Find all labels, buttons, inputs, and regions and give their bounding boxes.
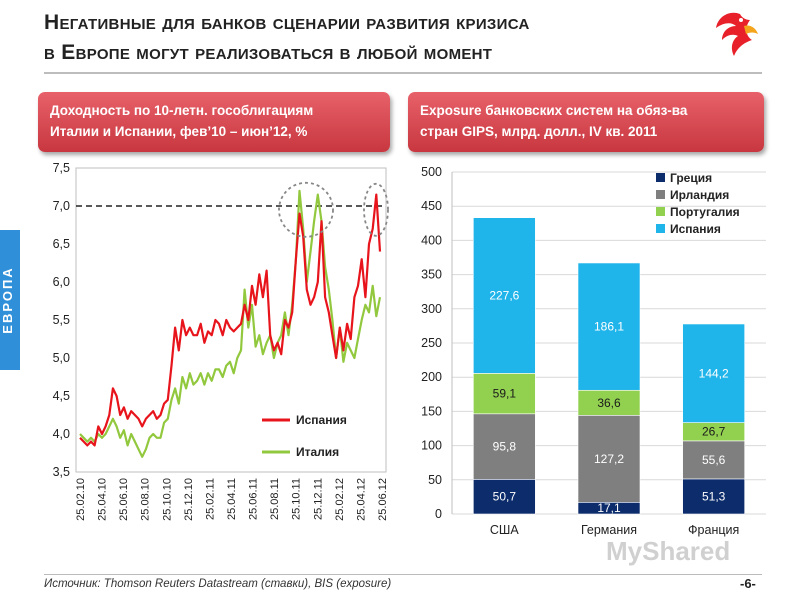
page-number: -6-: [740, 576, 756, 591]
x-tick-label: 25.04.10: [97, 478, 109, 521]
spain-yield-line: [79, 193, 382, 447]
line-plot-area: [75, 167, 387, 473]
highlight-circle-2: [363, 182, 389, 237]
legend-label: Испания: [296, 413, 347, 427]
x-tick-label: 25.04.11: [226, 478, 238, 520]
phoenix-logo-icon: [716, 12, 758, 56]
side-band: [0, 230, 20, 370]
bar-value-label: 55,6: [702, 453, 726, 467]
bond-yield-line-chart: 3,5 4,0 4,5 5,0 5,5 6,0 6,5 7,0 7,5 25.02.10 25.04…: [53, 161, 389, 521]
y-tick-label: 4,0: [53, 427, 70, 441]
legend-swatch: [656, 207, 665, 216]
y-tick-label: 50: [428, 473, 442, 487]
legend-label: Италия: [296, 445, 339, 459]
bar-value-label: 17,1: [597, 501, 621, 515]
legend-label: Испания: [670, 222, 721, 236]
title-divider: [44, 72, 762, 74]
left-chart-title-line-1: Доходность по 10-летн. гособлигациям: [50, 103, 314, 118]
y-tick-label: 450: [421, 199, 442, 213]
bar-segment: [682, 323, 745, 423]
right-chart-title-line-2: стран GIPS, млрд. долл., IV кв. 2011: [420, 124, 658, 139]
x-tick-label: 25.06.12: [377, 478, 389, 521]
x-tick-label: 25.02.10: [75, 478, 87, 521]
bar-segment: [473, 373, 536, 415]
y-tick-label: 0: [435, 507, 442, 521]
left-chart-title: Доходность по 10-летн. гособлигациям Ита…: [38, 92, 390, 152]
y-tick-label: 400: [421, 233, 442, 247]
bar-segment: [682, 440, 745, 480]
bar-value-label: 50,7: [493, 490, 517, 504]
bar-segment: [473, 479, 536, 515]
bar-segment: [682, 478, 745, 515]
highlight-circle-1: [278, 181, 334, 238]
left-chart-title-line-2: Италии и Испании, фев’10 – июн’12, %: [50, 124, 308, 139]
y-tick-label: 250: [421, 336, 442, 350]
bar-value-label: 51,3: [702, 489, 726, 503]
source-note: Источник: Thomson Reuters Datastream (ст…: [44, 578, 392, 590]
x-tick-label: 25.10.10: [161, 478, 173, 521]
x-tick-label: 25.08.11: [269, 478, 281, 520]
bar-segment: [473, 413, 536, 480]
y-tick-label: 4,5: [53, 389, 70, 403]
x-tick-label: 25.06.11: [248, 478, 260, 520]
x-tick-label: 25.02.11: [204, 478, 216, 520]
bar-segment: [577, 262, 641, 391]
y-tick-label: 7,5: [53, 161, 70, 175]
footer-divider: [44, 574, 762, 575]
bar-segment: [473, 217, 536, 374]
bar-value-label: 59,1: [493, 387, 517, 401]
title-line-2: в Европе могут реализоваться в любой мом…: [44, 41, 493, 64]
title-line-1: Негативные для банков сценарии развития …: [44, 11, 530, 34]
exposure-stacked-bar-chart: 0 50 100 150 200 250 300 350 400 450 500 50,7 95,8 59…: [421, 165, 766, 537]
x-tick-label: 25.12.10: [183, 478, 195, 521]
x-tick-label: 25.04.12: [355, 478, 367, 521]
y-tick-label: 300: [421, 302, 442, 316]
bar-segment: [577, 389, 641, 416]
y-tick-label: 5,0: [53, 351, 70, 365]
bar-value-label: 26,7: [702, 425, 726, 439]
bar-value-label: 144,2: [699, 366, 729, 380]
right-chart-title: Exposure банковских систем на обяз-ва ст…: [408, 92, 764, 152]
x-tick-label: 25.12.11: [312, 478, 324, 520]
x-tick-label: 25.02.12: [334, 478, 346, 521]
category-label: Германия: [581, 523, 637, 537]
y-tick-label: 3,5: [53, 465, 70, 479]
y-tick-label: 500: [421, 165, 442, 179]
y-tick-label: 6,0: [53, 275, 70, 289]
x-tick-label: 25.08.10: [140, 478, 152, 521]
y-tick-label: 6,5: [53, 237, 70, 251]
legend-label: Ирландия: [670, 188, 729, 202]
y-tick-label: 200: [421, 370, 442, 384]
legend-swatch: [656, 190, 665, 199]
bar-value-label: 186,1: [594, 320, 624, 334]
bar-value-label: 36,6: [597, 396, 621, 410]
y-tick-label: 150: [421, 404, 442, 418]
bar-value-label: 95,8: [493, 440, 517, 454]
bar-value-label: 127,2: [594, 452, 624, 466]
legend-swatch: [656, 173, 665, 182]
y-tick-label: 7,0: [53, 199, 70, 213]
page-title: Негативные для банков сценарии развития …: [44, 8, 684, 68]
right-chart-title-line-1: Exposure банковских систем на обяз-ва: [420, 103, 688, 118]
y-tick-label: 100: [421, 439, 442, 453]
italy-yield-line: [79, 189, 382, 458]
y-tick-label: 5,5: [53, 313, 70, 327]
legend-swatch: [656, 224, 665, 233]
category-label: Франция: [688, 523, 739, 537]
x-tick-label: 25.06.10: [118, 478, 130, 521]
legend-label: Португалия: [670, 205, 740, 219]
y-tick-label: 350: [421, 268, 442, 282]
x-tick-label: 25.10.11: [291, 478, 303, 520]
legend-label: Греция: [670, 171, 712, 185]
bar-value-label: 227,6: [489, 289, 519, 303]
bar-segment: [577, 414, 641, 503]
watermark: MyShared: [606, 536, 731, 566]
category-label: США: [490, 523, 519, 537]
